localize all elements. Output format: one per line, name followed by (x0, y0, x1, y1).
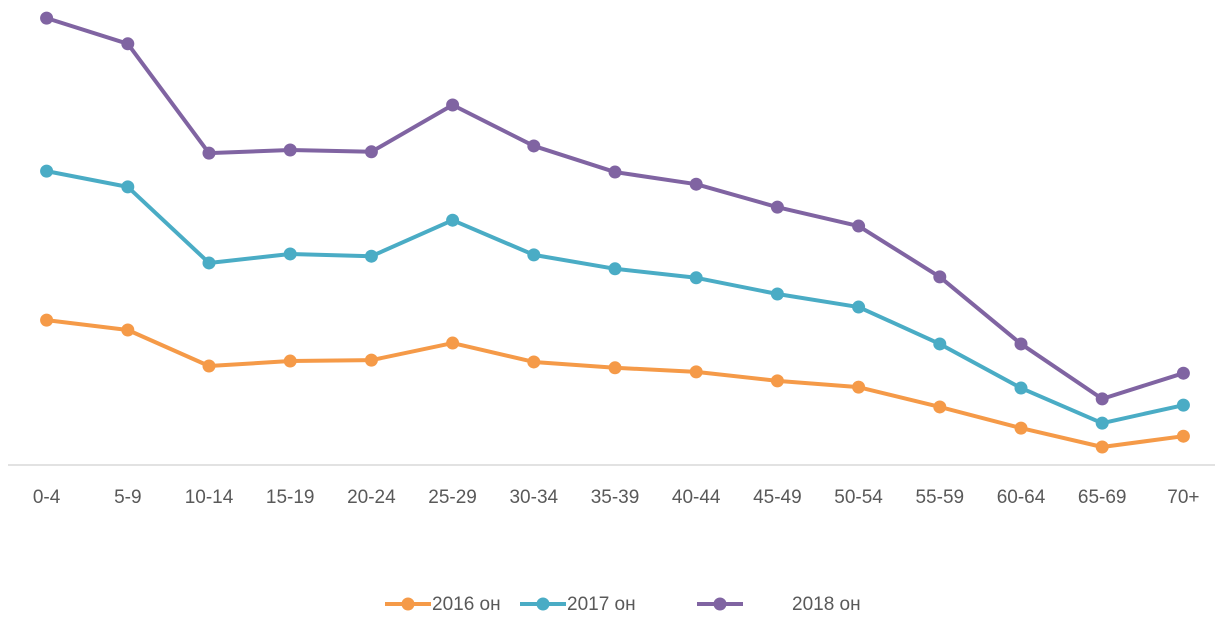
point (202, 359, 216, 373)
x-tick-label: 60-64 (997, 487, 1046, 508)
legend-label: 2017 он (567, 594, 636, 615)
point (40, 11, 54, 25)
point (1176, 398, 1190, 412)
point (933, 337, 947, 351)
x-tick-label: 50-54 (834, 487, 883, 508)
point (364, 249, 378, 263)
series-line (45, 16, 1185, 401)
point (446, 98, 460, 112)
point (1095, 416, 1109, 430)
x-tick-label: 35-39 (591, 487, 640, 508)
point (1095, 440, 1109, 454)
point (1014, 421, 1028, 435)
x-tick-label: 55-59 (915, 487, 964, 508)
point (608, 165, 622, 179)
legend-label: 2016 он (432, 594, 501, 615)
point (852, 380, 866, 394)
point (283, 143, 297, 157)
x-tick-label: 30-34 (509, 487, 558, 508)
x-tick-label: 45-49 (753, 487, 802, 508)
point (1176, 366, 1190, 380)
point (770, 374, 784, 388)
legend-marker (713, 597, 727, 611)
x-tick-label: 0-4 (33, 487, 61, 508)
legend-marker (536, 597, 550, 611)
x-tick-label: 70+ (1167, 487, 1199, 508)
point (364, 353, 378, 367)
series-line (46, 169, 1184, 426)
point (121, 180, 135, 194)
legend-marker (401, 597, 415, 611)
x-tick-label: 5-9 (114, 487, 141, 508)
point (202, 146, 216, 160)
point (1014, 337, 1028, 351)
x-tick-label: 10-14 (185, 487, 234, 508)
point (446, 336, 460, 350)
point (446, 213, 460, 227)
point (689, 271, 703, 285)
x-tick-label: 40-44 (672, 487, 721, 508)
point (852, 219, 866, 233)
point (202, 256, 216, 270)
point (608, 262, 622, 276)
legend-label: 2018 он (792, 594, 861, 615)
point (608, 361, 622, 375)
point (40, 313, 54, 327)
x-tick-label: 15-19 (266, 487, 315, 508)
point (283, 354, 297, 368)
point (527, 248, 541, 262)
point (933, 400, 947, 414)
x-tick-label: 20-24 (347, 487, 396, 508)
point (283, 247, 297, 261)
point (770, 287, 784, 301)
point (1095, 392, 1109, 406)
x-tick-label: 25-29 (428, 487, 477, 508)
point (364, 145, 378, 159)
point (689, 177, 703, 191)
point (689, 365, 703, 379)
point (770, 200, 784, 214)
point (121, 37, 135, 51)
point (1176, 429, 1190, 443)
point (527, 355, 541, 369)
point (1014, 381, 1028, 395)
point (40, 164, 54, 178)
x-tick-label: 65-69 (1078, 487, 1127, 508)
point (933, 270, 947, 284)
point (527, 139, 541, 153)
point (121, 323, 135, 337)
point (852, 300, 866, 314)
